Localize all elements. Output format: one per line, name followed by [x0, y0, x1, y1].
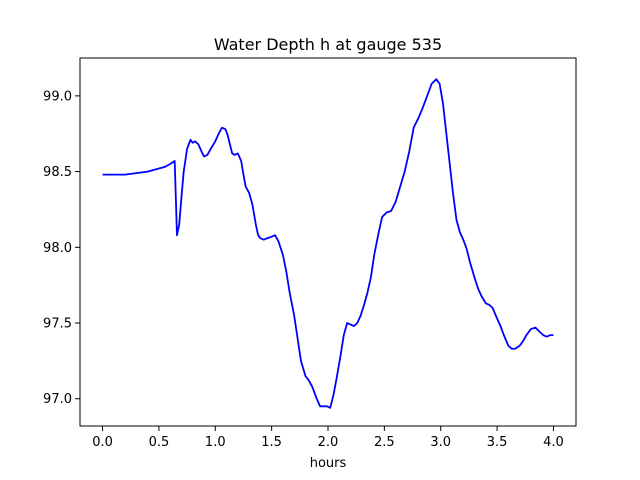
- y-tick-label: 99.0: [43, 89, 72, 104]
- x-tick-label: 1.0: [205, 435, 226, 450]
- x-tick-label: 3.0: [430, 435, 451, 450]
- x-tick-label: 4.0: [543, 435, 564, 450]
- y-axis: 97.0 97.5 98.0 98.5 99.0: [43, 89, 80, 407]
- x-tick-label: 3.5: [487, 435, 508, 450]
- x-tick-label: 0.0: [92, 435, 113, 450]
- y-tick-label: 97.0: [43, 392, 72, 407]
- series-line-0: [102, 78, 554, 409]
- x-tick-label: 1.5: [261, 435, 282, 450]
- x-tick-label: 2.5: [374, 435, 395, 450]
- x-axis: 0.0 0.5 1.0 1.5 2.0 2.5 3.0 3.5 4.0: [92, 426, 564, 450]
- y-tick-label: 97.5: [43, 317, 72, 332]
- x-tick-label: 2.0: [318, 435, 339, 450]
- plot-frame: [79, 57, 577, 427]
- x-tick-label: 0.5: [149, 435, 170, 450]
- chart-title: Water Depth h at gauge 535: [214, 35, 442, 54]
- y-tick-label: 98.0: [43, 241, 72, 256]
- y-tick-label: 98.5: [43, 165, 72, 180]
- x-axis-label: hours: [310, 456, 347, 471]
- plot-area: [102, 78, 554, 409]
